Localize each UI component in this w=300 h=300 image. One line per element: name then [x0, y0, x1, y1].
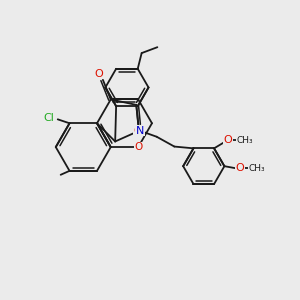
- Text: CH₃: CH₃: [236, 136, 253, 145]
- Text: O: O: [134, 126, 142, 136]
- Text: O: O: [236, 163, 244, 173]
- Text: N: N: [136, 126, 144, 136]
- Text: Cl: Cl: [44, 113, 54, 123]
- Text: CH₃: CH₃: [248, 164, 265, 172]
- Text: O: O: [224, 136, 232, 146]
- Text: O: O: [134, 142, 142, 152]
- Text: O: O: [94, 69, 103, 79]
